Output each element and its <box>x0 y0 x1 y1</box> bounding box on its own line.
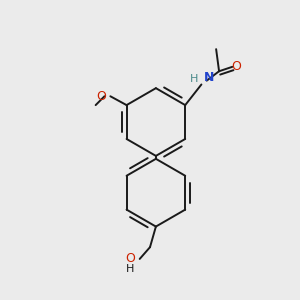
Text: O: O <box>96 90 106 103</box>
Text: H: H <box>126 264 134 274</box>
Text: N: N <box>203 70 214 84</box>
Text: O: O <box>231 60 241 73</box>
Text: H: H <box>190 74 199 84</box>
Text: O: O <box>125 252 135 266</box>
